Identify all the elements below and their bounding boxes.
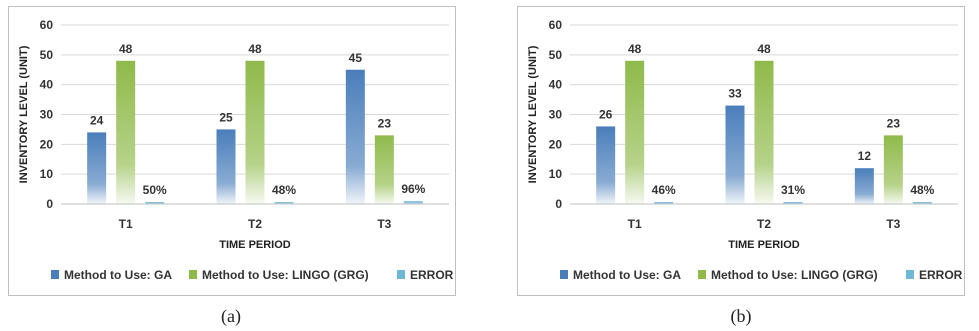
data-label: 50%: [143, 183, 167, 197]
y-tick-label: 50: [40, 48, 54, 62]
y-axis-label: INVENTORY LEVEL (UNIT): [527, 45, 539, 183]
bar-t2-series-0: [216, 129, 236, 204]
data-label: 46%: [652, 183, 676, 197]
data-label: 23: [378, 116, 392, 130]
legend-label: Method to Use: GA: [573, 268, 681, 282]
legend-label: Method to Use: LINGO (GRG): [202, 268, 369, 282]
bar-t3-series-0: [345, 69, 365, 204]
legend-swatch: [560, 270, 568, 279]
legend-swatch: [51, 270, 59, 279]
bar-t1-series-0: [596, 126, 616, 204]
chart-b: 0 10 20 30 40 50 60 INVENTORY LEVEL (UNIT) 26 48 4…: [527, 18, 963, 282]
y-tick-label: 40: [549, 78, 563, 92]
y-tick-label: 30: [40, 108, 54, 122]
data-label: 48: [628, 42, 642, 56]
legend-label: ERROR: [410, 268, 454, 282]
legend-label: Method to Use: LINGO (GRG): [711, 268, 878, 282]
bar-t1-series-1: [625, 60, 645, 204]
y-axis-label: INVENTORY LEVEL (UNIT): [18, 45, 30, 183]
y-tick-label: 0: [555, 197, 562, 211]
data-label: 33: [728, 87, 742, 101]
legend-label: ERROR: [919, 268, 963, 282]
x-axis-label: TIME PERIOD: [219, 239, 291, 251]
data-label: 48: [757, 42, 771, 56]
data-label: 45: [349, 51, 363, 65]
bar-t2-series-1: [245, 60, 265, 204]
data-label: 26: [599, 107, 613, 121]
data-label: 48: [119, 42, 133, 56]
bar-t3-series-1: [374, 135, 394, 204]
data-label: 23: [887, 116, 901, 130]
data-label: 12: [858, 149, 872, 163]
y-tick-label: 10: [40, 167, 54, 181]
x-tick-label: T2: [757, 217, 771, 231]
chart-panel-b: 0 10 20 30 40 50 60 INVENTORY LEVEL (UNIT) 26 48 4…: [517, 6, 965, 296]
legend-swatch: [397, 270, 405, 279]
chart-a: 0 10 20 30 40 50 60 INVENTORY LEVEL (UNIT) 24 48 5…: [18, 18, 454, 282]
y-tick-label: 10: [549, 167, 563, 181]
caption-b: (b): [730, 306, 752, 326]
y-tick-label: 20: [40, 137, 54, 151]
bar-t3-series-2: [912, 202, 932, 204]
x-tick-label: T1: [628, 217, 642, 231]
data-label: 48: [248, 42, 262, 56]
bar-t1-series-1: [116, 60, 136, 204]
data-label: 25: [219, 110, 233, 124]
y-tick-label: 60: [549, 18, 563, 32]
x-tick-label: T3: [377, 217, 391, 231]
caption-a: (a): [221, 306, 241, 326]
bar-t1-series-2: [654, 202, 674, 204]
data-label: 48%: [272, 183, 296, 197]
bar-t2-series-2: [274, 202, 294, 204]
y-tick-label: 30: [549, 108, 563, 122]
y-tick-label: 50: [549, 48, 563, 62]
bar-t2-series-2: [783, 202, 803, 204]
legend-swatch: [189, 270, 197, 279]
y-tick-label: 60: [40, 18, 54, 32]
data-label: 96%: [401, 182, 425, 196]
y-tick-label: 40: [40, 78, 54, 92]
bar-t3-series-1: [883, 135, 903, 204]
bar-t1-series-0: [87, 132, 107, 204]
legend-swatch: [906, 270, 914, 279]
x-axis-label: TIME PERIOD: [728, 239, 800, 251]
x-tick-label: T3: [886, 217, 900, 231]
data-label: 24: [90, 113, 104, 127]
bar-t1-series-2: [145, 202, 165, 204]
legend-swatch: [698, 270, 706, 279]
x-tick-label: T2: [248, 217, 262, 231]
bar-t2-series-1: [754, 60, 774, 204]
data-label: 48%: [910, 183, 934, 197]
x-tick-label: T1: [119, 217, 133, 231]
data-label: 31%: [781, 183, 805, 197]
chart-panel-a: 0 10 20 30 40 50 60 INVENTORY LEVEL (UNIT) 24 48 5…: [8, 6, 456, 296]
y-tick-label: 0: [46, 197, 53, 211]
bar-t3-series-2: [403, 201, 423, 204]
y-tick-label: 20: [549, 137, 563, 151]
bar-t3-series-0: [854, 168, 874, 204]
legend-label: Method to Use: GA: [64, 268, 172, 282]
bar-t2-series-0: [725, 105, 745, 204]
